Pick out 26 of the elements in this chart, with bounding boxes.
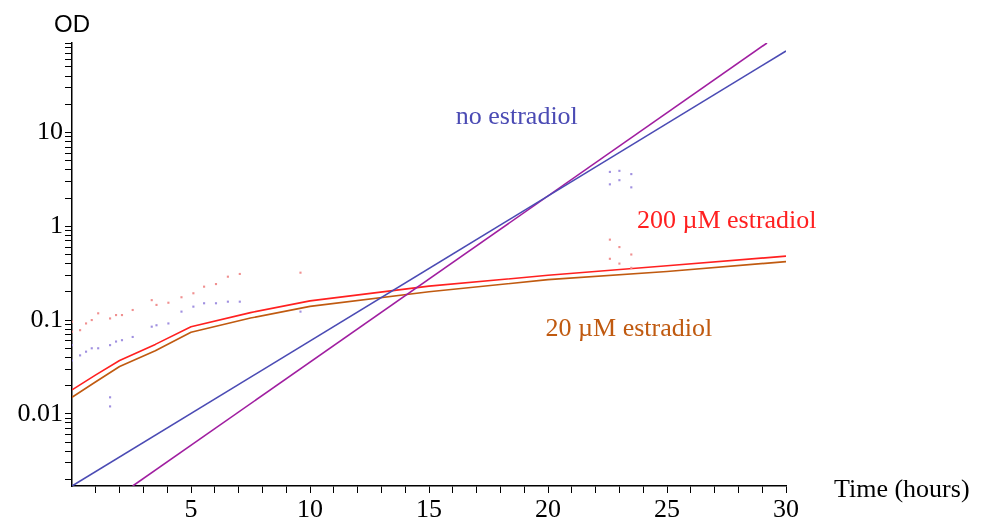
x-tick-label: 30 bbox=[773, 494, 799, 524]
y-tick-label: 0.1 bbox=[30, 303, 63, 333]
y-tick-label: 0.01 bbox=[17, 397, 63, 427]
x-tick-label: 5 bbox=[184, 494, 198, 524]
point bbox=[109, 317, 112, 320]
point bbox=[84, 322, 88, 325]
point bbox=[155, 324, 158, 327]
x-tick-label: 20 bbox=[535, 494, 561, 524]
x-tick-label: 25 bbox=[654, 494, 680, 524]
point bbox=[180, 310, 183, 313]
x-tick-label: 10 bbox=[297, 494, 323, 524]
y-tick-label: 10 bbox=[37, 116, 63, 146]
point bbox=[630, 253, 633, 256]
point bbox=[299, 271, 302, 274]
x-axis-title: Time (hours) bbox=[834, 473, 970, 503]
y-axis-title: OD bbox=[54, 9, 90, 37]
series-label: 20 µM estradiol bbox=[545, 312, 713, 342]
x-tick-label: 15 bbox=[416, 494, 442, 524]
y-tick-label: 1 bbox=[50, 210, 63, 240]
point bbox=[114, 340, 118, 343]
series-label: 200 µM estradiol bbox=[636, 204, 817, 234]
series-label: no estradiol bbox=[455, 100, 578, 130]
point bbox=[299, 310, 302, 313]
point bbox=[180, 296, 183, 299]
point bbox=[167, 322, 170, 325]
point bbox=[155, 303, 158, 306]
